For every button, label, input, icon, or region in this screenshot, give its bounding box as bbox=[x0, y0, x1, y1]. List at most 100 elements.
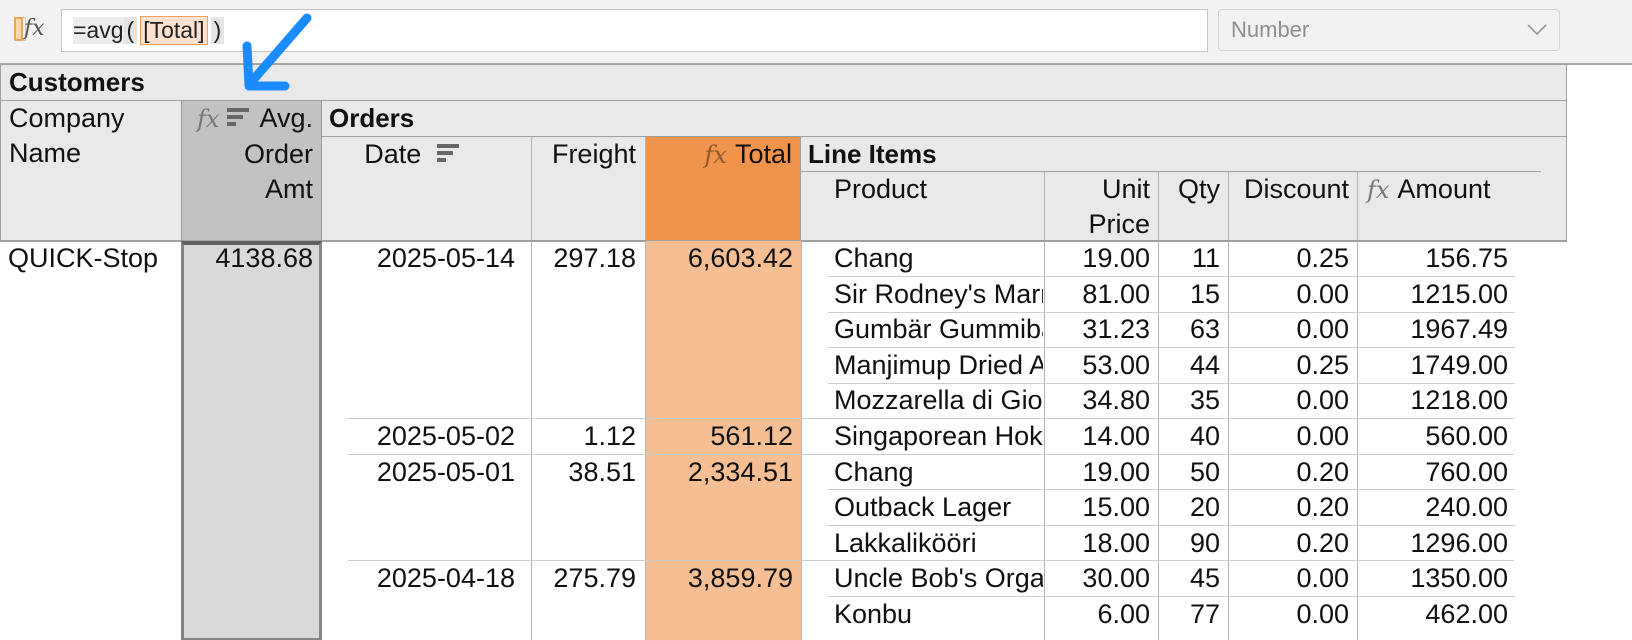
cell-discount[interactable]: 0.00 bbox=[1296, 314, 1349, 344]
cell-unit-price[interactable]: 30.00 bbox=[1082, 563, 1150, 593]
cell-product[interactable]: Mozzarella di Giovanni bbox=[834, 385, 1043, 415]
cell-amount[interactable]: 1350.00 bbox=[1410, 563, 1508, 593]
cell-discount[interactable]: 0.00 bbox=[1296, 421, 1349, 451]
fx-icon: fx bbox=[197, 105, 220, 133]
cell-amount[interactable]: 1967.49 bbox=[1410, 314, 1508, 344]
cell-discount[interactable]: 0.00 bbox=[1296, 563, 1349, 593]
cell-discount[interactable]: 0.00 bbox=[1296, 599, 1349, 629]
column-header-freight[interactable]: Freight bbox=[531, 136, 645, 241]
cell-discount[interactable]: 0.25 bbox=[1296, 243, 1349, 273]
line-item-separator bbox=[828, 347, 1515, 348]
cell-discount[interactable]: 0.00 bbox=[1296, 385, 1349, 415]
cell-order-date[interactable]: 2025-05-01 bbox=[376, 457, 515, 487]
sort-icon bbox=[436, 143, 459, 162]
divider bbox=[1158, 241, 1159, 640]
formula-function: =avg bbox=[73, 17, 124, 44]
selected-column-avg-order-amt[interactable] bbox=[181, 241, 322, 640]
cell-order-date[interactable]: 2025-04-18 bbox=[376, 563, 515, 593]
cell-amount[interactable]: 1218.00 bbox=[1410, 385, 1508, 415]
column-header-unit-price[interactable]: Unit Price bbox=[1044, 172, 1158, 241]
cell-unit-price[interactable]: 14.00 bbox=[1082, 421, 1150, 451]
cell-unit-price[interactable]: 15.00 bbox=[1082, 492, 1150, 522]
cell-discount[interactable]: 0.25 bbox=[1296, 350, 1349, 380]
cell-product[interactable]: Sir Rodney's Marmalade bbox=[834, 279, 1043, 309]
group-header-customers: Customers bbox=[0, 64, 1567, 100]
line-item-separator bbox=[828, 383, 1515, 384]
column-header-product[interactable]: Product bbox=[834, 174, 928, 204]
cell-product[interactable]: Gumbär Gummibärchen bbox=[834, 314, 1043, 344]
cell-amount[interactable]: 560.00 bbox=[1425, 421, 1508, 451]
cell-product[interactable]: Singaporean Hokkien Fried Mee bbox=[834, 421, 1043, 451]
cell-order-total[interactable]: 561.12 bbox=[710, 421, 793, 451]
divider bbox=[645, 241, 646, 640]
cell-unit-price[interactable]: 53.00 bbox=[1082, 350, 1150, 380]
cell-amount[interactable]: 240.00 bbox=[1425, 492, 1508, 522]
column-header-avg-order-amt[interactable]: fx Avg. Order Amt bbox=[181, 100, 322, 241]
cell-discount[interactable]: 0.20 bbox=[1296, 492, 1349, 522]
cell-amount[interactable]: 1749.00 bbox=[1410, 350, 1508, 380]
formula-input[interactable]: =avg([Total]) bbox=[61, 9, 1208, 52]
cell-order-freight[interactable]: 275.79 bbox=[553, 563, 636, 593]
cell-product[interactable]: Outback Lager bbox=[834, 492, 1012, 522]
cell-order-date[interactable]: 2025-05-14 bbox=[376, 243, 515, 273]
cell-qty[interactable]: 15 bbox=[1189, 279, 1220, 309]
column-header-amount[interactable]: fx Amount bbox=[1357, 172, 1515, 241]
cell-product[interactable]: Manjimup Dried Apples bbox=[834, 350, 1043, 380]
column-header-qty[interactable]: Qty bbox=[1158, 172, 1228, 241]
cell-unit-price[interactable]: 34.80 bbox=[1082, 385, 1150, 415]
cell-discount[interactable]: 0.20 bbox=[1296, 528, 1349, 558]
divider bbox=[1228, 241, 1229, 640]
cell-product[interactable]: Uncle Bob's Organic Dried Pears bbox=[834, 563, 1043, 593]
cell-amount[interactable]: 1215.00 bbox=[1410, 279, 1508, 309]
cell-unit-price[interactable]: 19.00 bbox=[1082, 243, 1150, 273]
cell-order-freight[interactable]: 297.18 bbox=[553, 243, 636, 273]
sort-icon bbox=[227, 107, 250, 126]
cell-order-freight[interactable]: 1.12 bbox=[583, 421, 636, 451]
cell-qty[interactable]: 63 bbox=[1189, 314, 1220, 344]
cell-amount[interactable]: 462.00 bbox=[1425, 599, 1508, 629]
cell-amount[interactable]: 1296.00 bbox=[1410, 528, 1508, 558]
cell-unit-price[interactable]: 31.23 bbox=[1082, 314, 1150, 344]
cell-unit-price[interactable]: 6.00 bbox=[1097, 599, 1150, 629]
cell-product[interactable]: Konbu bbox=[834, 599, 913, 629]
cell-order-total[interactable]: 6,603.42 bbox=[687, 243, 793, 273]
cell-qty[interactable]: 90 bbox=[1189, 528, 1220, 558]
cell-avg-order-amt[interactable]: 4138.68 bbox=[215, 243, 313, 273]
cell-qty[interactable]: 11 bbox=[1191, 243, 1220, 273]
cell-order-total[interactable]: 3,859.79 bbox=[687, 563, 793, 593]
cell-qty[interactable]: 20 bbox=[1189, 492, 1220, 522]
line-items-header-divider bbox=[801, 171, 1541, 172]
order-separator bbox=[348, 560, 1514, 561]
cell-unit-price[interactable]: 18.00 bbox=[1082, 528, 1150, 558]
cell-unit-price[interactable]: 19.00 bbox=[1082, 457, 1150, 487]
order-separator bbox=[348, 454, 1514, 455]
formula-fx-button[interactable]: fx bbox=[10, 14, 50, 46]
cell-discount[interactable]: 0.00 bbox=[1296, 279, 1349, 309]
cell-unit-price[interactable]: 81.00 bbox=[1082, 279, 1150, 309]
cell-order-date[interactable]: 2025-05-02 bbox=[376, 421, 515, 451]
line-item-separator bbox=[828, 596, 1515, 597]
cell-qty[interactable]: 35 bbox=[1189, 385, 1220, 415]
cell-company-name[interactable]: QUICK-Stop bbox=[8, 243, 159, 273]
column-header-discount[interactable]: Discount bbox=[1228, 172, 1357, 241]
column-header-company-name[interactable]: Company Name bbox=[0, 100, 181, 241]
cell-amount[interactable]: 760.00 bbox=[1425, 457, 1508, 487]
cell-qty[interactable]: 50 bbox=[1189, 457, 1220, 487]
cell-amount[interactable]: 156.75 bbox=[1425, 243, 1508, 273]
cell-product[interactable]: Chang bbox=[834, 243, 914, 273]
cell-product[interactable]: Chang bbox=[834, 457, 914, 487]
divider bbox=[1044, 241, 1045, 640]
cell-qty[interactable]: 45 bbox=[1189, 563, 1220, 593]
column-header-total[interactable]: fx Total bbox=[645, 136, 801, 241]
cell-discount[interactable]: 0.20 bbox=[1296, 457, 1349, 487]
line-item-separator bbox=[828, 525, 1515, 526]
cell-order-total[interactable]: 2,334.51 bbox=[687, 457, 793, 487]
cell-qty[interactable]: 44 bbox=[1189, 350, 1220, 380]
total-column-highlight bbox=[645, 241, 801, 640]
column-header-date[interactable]: Date bbox=[322, 136, 531, 241]
cell-qty[interactable]: 77 bbox=[1189, 599, 1220, 629]
cell-product[interactable]: Lakkalikööri bbox=[834, 528, 977, 558]
cell-qty[interactable]: 40 bbox=[1189, 421, 1220, 451]
column-type-select[interactable]: Number bbox=[1218, 9, 1560, 51]
cell-order-freight[interactable]: 38.51 bbox=[568, 457, 636, 487]
